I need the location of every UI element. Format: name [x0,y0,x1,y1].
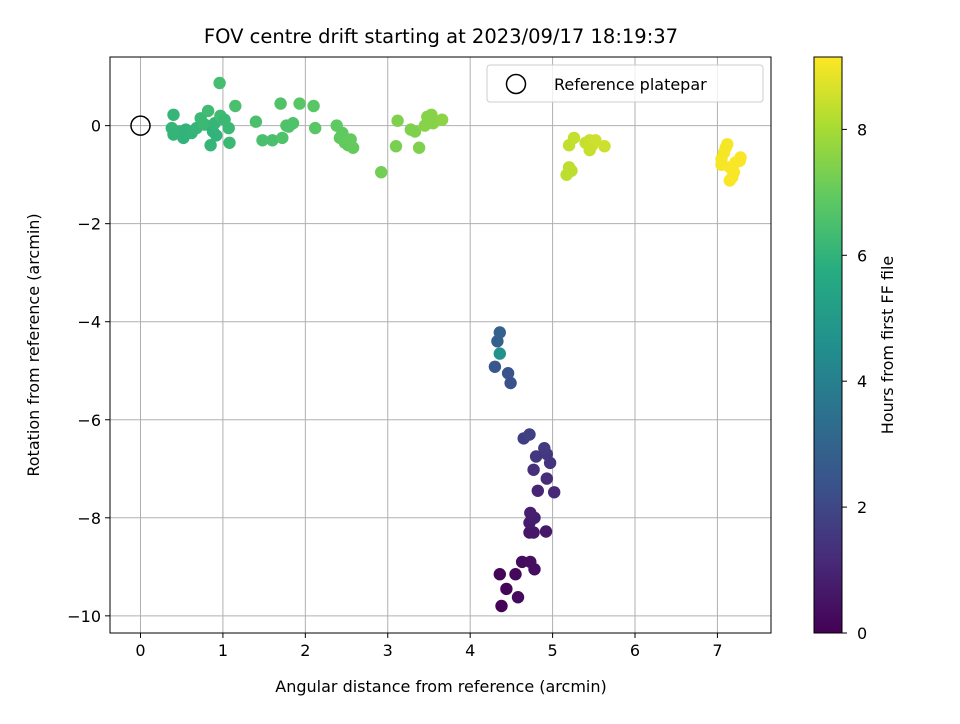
data-point [567,131,581,145]
data-point [274,97,287,110]
colorbar-tick-label: 0 [857,624,867,643]
data-point [548,486,561,499]
plot-frame [109,56,772,634]
data-point [249,115,263,128]
data-point [213,76,226,90]
x-tick-label: 1 [218,641,228,660]
data-point [256,134,269,147]
legend-box [486,64,764,103]
data-point [210,129,223,142]
data-point [493,568,506,581]
data-point [412,141,426,154]
data-point [309,121,322,135]
data-point [527,463,540,476]
x-tick-label: 2 [300,641,310,660]
data-point [504,376,517,390]
colorbar-ticks: 0 2 4 6 8 [842,120,867,643]
data-point [201,104,215,118]
x-tick-label: 3 [383,641,393,660]
data-point [495,599,508,613]
data-point [229,99,242,113]
data-point [715,152,728,166]
colorbar-tick-label: 4 [857,372,867,391]
y-axis-ticks: −10 −8 −6 −4 −2 0 [67,117,110,626]
data-point [266,134,279,147]
data-point [375,166,388,179]
data-point [204,139,217,152]
x-tick-label: 0 [135,641,145,660]
x-tick-label: 4 [465,641,475,660]
colorbar-gradient [813,56,843,634]
data-point [346,141,360,154]
chart-title: FOV centre drift starting at 2023/09/17 … [204,25,678,48]
y-tick-label: 0 [91,117,101,136]
data-point [529,450,543,463]
data-point [527,526,540,539]
y-tick-label: −6 [77,411,101,430]
colorbar-label: Hours from first FF file [878,256,897,435]
data-point [286,117,300,130]
data-point [598,140,611,153]
y-tick-label: −8 [77,509,101,528]
colorbar-tick-label: 8 [857,120,867,139]
data-point [524,506,537,520]
data-point [500,582,513,596]
legend-label: Reference platepar [554,75,707,94]
colorbar-tick-label: 6 [857,246,867,265]
legend: Reference platepar [486,64,764,103]
y-tick-label: −4 [77,313,101,332]
data-point [721,138,734,151]
data-point [523,428,536,441]
data-point [198,118,211,131]
data-point [389,140,403,153]
data-point [501,367,515,380]
data-point [531,484,544,497]
data-point [391,114,404,127]
data-point [589,134,602,147]
data-point [493,326,506,339]
data-point [222,121,235,135]
data-point [307,99,320,113]
data-point [734,151,747,164]
data-point [511,591,525,604]
data-points [165,76,747,613]
data-point [727,166,741,179]
data-point [565,164,578,177]
data-point [509,568,522,581]
data-point [435,113,449,126]
data-point [223,136,236,149]
x-tick-label: 7 [712,641,722,660]
legend-reference-circle-icon [505,73,527,95]
data-point [293,97,306,110]
data-point [540,472,553,485]
data-point [408,125,422,138]
colorbar: 0 2 4 6 8 Hours from first FF file [813,56,897,643]
reference-marker-layer [130,115,151,136]
x-tick-label: 5 [547,641,557,660]
colorbar-tick-label: 2 [857,498,867,517]
x-axis-label: Angular distance from reference (arcmin) [275,677,606,696]
x-tick-label: 6 [630,641,640,660]
data-point [167,108,180,122]
data-point [528,563,541,576]
y-tick-label: −2 [77,215,101,234]
data-point [538,442,551,455]
x-axis-ticks: 0 1 2 3 4 5 6 7 [135,633,723,660]
data-point [539,525,553,538]
y-tick-label: −10 [67,607,101,626]
reference-platepar-marker [130,115,151,136]
data-point [276,131,289,145]
data-point [488,360,502,373]
data-point [493,347,506,360]
y-axis-label: Rotation from reference (arcmin) [24,213,43,476]
